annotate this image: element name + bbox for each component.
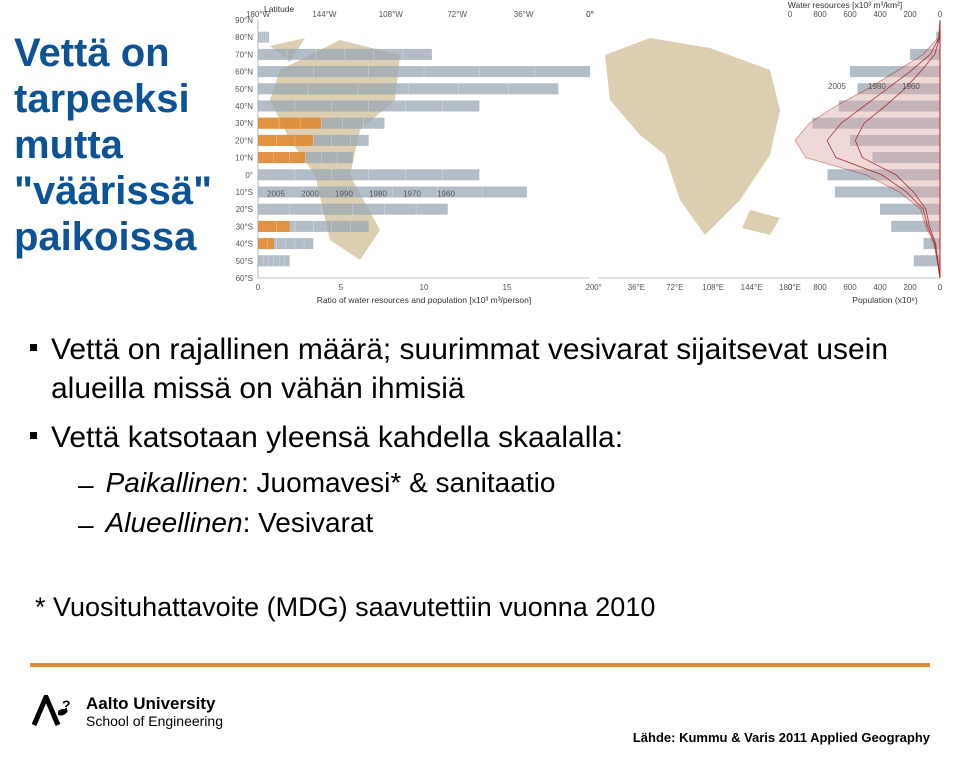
source-citation: Lähde: Kummu & Varis 2011 Applied Geogra… xyxy=(633,730,930,745)
bullet-item: Vettä on rajallinen määrä; suurimmat ves… xyxy=(30,330,930,408)
svg-text:600: 600 xyxy=(843,283,857,292)
svg-text:30°S: 30°S xyxy=(236,222,253,231)
title-line-2: tarpeeksi xyxy=(14,76,204,122)
aalto-logo-text: Aalto University School of Engineering xyxy=(86,695,223,729)
svg-text:10: 10 xyxy=(420,283,429,292)
svg-text:0°: 0° xyxy=(594,283,602,292)
title-line-3: mutta xyxy=(14,122,204,168)
svg-text:800: 800 xyxy=(813,283,827,292)
logo-line-2: School of Engineering xyxy=(86,714,223,729)
svg-text:2005: 2005 xyxy=(267,189,285,198)
svg-text:0: 0 xyxy=(938,10,943,19)
svg-text:70°N: 70°N xyxy=(235,50,253,59)
aalto-logo-mark: ? xyxy=(30,695,76,729)
subbullet-marker: – xyxy=(78,509,94,541)
bullet-marker xyxy=(30,344,37,351)
svg-text:Ratio of water resources and p: Ratio of water resources and population … xyxy=(317,295,532,305)
subbullet-item: –Paikallinen: Juomavesi* & sanitaatio xyxy=(78,467,930,501)
bullet-marker xyxy=(30,432,37,439)
content-list: Vettä on rajallinen määrä; suurimmat ves… xyxy=(30,330,930,547)
svg-text:Population (x10⁶): Population (x10⁶) xyxy=(852,295,918,305)
svg-text:1980: 1980 xyxy=(369,189,387,198)
subbullet-text: Paikallinen: Juomavesi* & sanitaatio xyxy=(106,467,556,499)
svg-text:72°W: 72°W xyxy=(447,10,467,19)
title-line-1: Vettä on xyxy=(14,30,204,76)
bullet-text: Vettä katsotaan yleensä kahdella skaalal… xyxy=(51,418,623,457)
svg-text:5: 5 xyxy=(339,283,344,292)
svg-text:1990: 1990 xyxy=(335,189,353,198)
logo-line-1: Aalto University xyxy=(86,695,223,714)
subbullet-item: –Alueellinen: Vesivarat xyxy=(78,507,930,541)
svg-text:800: 800 xyxy=(813,10,827,19)
svg-text:144°E: 144°E xyxy=(741,283,763,292)
svg-text:36°E: 36°E xyxy=(628,283,645,292)
svg-text:108°W: 108°W xyxy=(379,10,404,19)
svg-text:10°S: 10°S xyxy=(236,188,253,197)
svg-text:36°W: 36°W xyxy=(514,10,534,19)
subbullet-marker: – xyxy=(78,469,94,501)
svg-text:400: 400 xyxy=(873,10,887,19)
svg-text:60°S: 60°S xyxy=(236,274,253,283)
svg-text:72°E: 72°E xyxy=(666,283,683,292)
svg-text:2005: 2005 xyxy=(828,82,846,91)
svg-text:1970: 1970 xyxy=(403,189,421,198)
svg-text:200: 200 xyxy=(903,10,917,19)
svg-text:50°S: 50°S xyxy=(236,257,253,266)
slide-title: Vettä on tarpeeksi mutta "väärissä" paik… xyxy=(14,30,204,260)
svg-text:0: 0 xyxy=(788,283,793,292)
svg-text:0°: 0° xyxy=(245,171,253,180)
svg-text:144°W: 144°W xyxy=(312,10,337,19)
svg-text:20°S: 20°S xyxy=(236,205,253,214)
svg-text:600: 600 xyxy=(843,10,857,19)
svg-text:20°N: 20°N xyxy=(235,136,253,145)
title-line-4: "väärissä" xyxy=(14,168,204,214)
svg-text:0: 0 xyxy=(788,10,793,19)
svg-text:2000: 2000 xyxy=(301,189,319,198)
svg-text:108°E: 108°E xyxy=(702,283,724,292)
subbullet-text: Alueellinen: Vesivarat xyxy=(106,507,374,539)
svg-text:Water resources [x10³ m³/km²]: Water resources [x10³ m³/km²] xyxy=(788,0,902,10)
svg-text:0°: 0° xyxy=(586,10,594,19)
svg-text:15: 15 xyxy=(503,283,512,292)
divider-line xyxy=(30,663,930,667)
svg-text:0: 0 xyxy=(256,283,261,292)
water-resources-chart: Latitude90°N80°N70°N60°N50°N40°N30°N20°N… xyxy=(210,0,950,308)
svg-text:40°N: 40°N xyxy=(235,102,253,111)
svg-text:180°W: 180°W xyxy=(246,10,271,19)
svg-text:50°N: 50°N xyxy=(235,85,253,94)
svg-text:60°N: 60°N xyxy=(235,68,253,77)
svg-text:?: ? xyxy=(62,697,71,713)
svg-text:10°N: 10°N xyxy=(235,154,253,163)
title-line-5: paikoissa xyxy=(14,214,204,260)
bullet-text: Vettä on rajallinen määrä; suurimmat ves… xyxy=(51,330,930,408)
footnote: * Vuosituhattavoite (MDG) saavutettiin v… xyxy=(35,592,655,623)
svg-text:400: 400 xyxy=(873,283,887,292)
svg-text:0: 0 xyxy=(938,283,943,292)
svg-text:30°N: 30°N xyxy=(235,119,253,128)
svg-text:80°N: 80°N xyxy=(235,33,253,42)
svg-text:1960: 1960 xyxy=(437,189,455,198)
svg-text:1980: 1980 xyxy=(868,82,886,91)
bullet-item: Vettä katsotaan yleensä kahdella skaalal… xyxy=(30,418,930,457)
svg-text:1960: 1960 xyxy=(902,82,920,91)
aalto-logo: ? Aalto University School of Engineering xyxy=(30,695,223,729)
svg-text:200: 200 xyxy=(903,283,917,292)
svg-text:40°S: 40°S xyxy=(236,240,253,249)
